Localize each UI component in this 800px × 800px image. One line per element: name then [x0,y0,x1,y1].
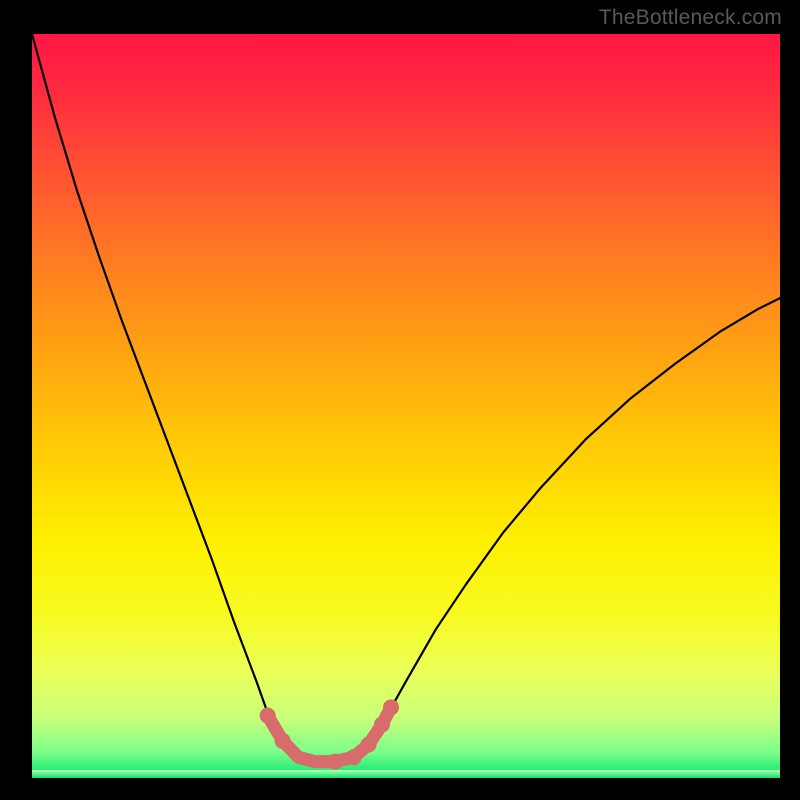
watermark-label: TheBottleneck.com [599,6,782,30]
optimal-marker-dot [361,737,377,753]
optimal-marker-dot [374,716,390,732]
plot-background [32,34,780,778]
optimal-marker-dot [346,749,362,765]
optimal-marker-dot [260,708,276,724]
optimal-band [32,770,780,778]
chart-container: TheBottleneck.com [0,0,800,800]
optimal-marker-dot [327,754,343,770]
optimal-marker-dot [383,699,399,715]
bottleneck-chart [0,0,800,800]
optimal-marker-dot [275,733,291,749]
